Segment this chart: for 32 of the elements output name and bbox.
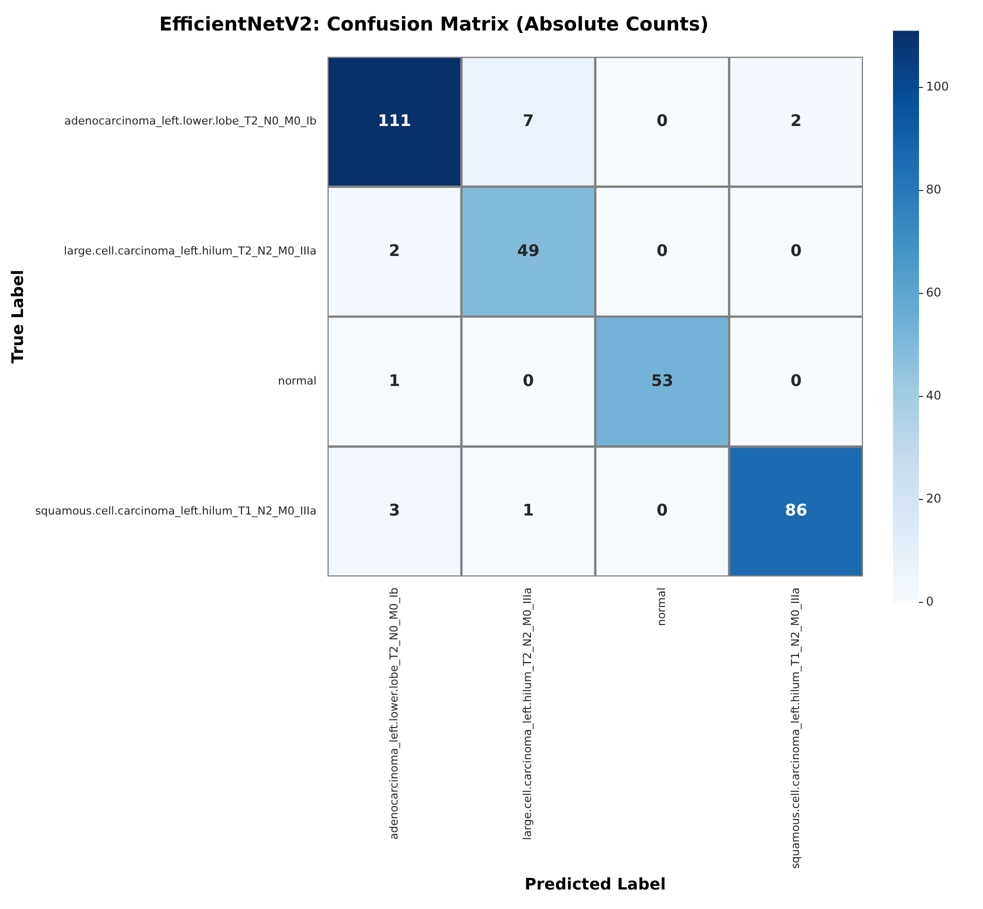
color-bar-label: 100	[926, 80, 949, 94]
data-label: 0	[790, 240, 802, 260]
data-label: 53	[651, 370, 674, 390]
data-label: 86	[784, 500, 808, 520]
chart-title: EfficientNetV2: Confusion Matrix (Absolute Counts)	[159, 13, 709, 36]
data-label: 2	[388, 240, 400, 260]
y-tick-label: adenocarcinoma_left.lower.lobe_T2_N0_M0_Ib	[64, 114, 317, 128]
color-bar-label: 80	[926, 182, 942, 197]
data-label: 111	[378, 110, 412, 130]
color-bar-label: 20	[926, 492, 942, 506]
color-bar-label: 60	[926, 286, 942, 300]
color-bar-label: 0	[926, 594, 934, 609]
data-label: 0	[656, 500, 668, 520]
data-label: 3	[388, 500, 400, 520]
color-bar-label: 40	[926, 388, 942, 403]
data-label: 1	[522, 500, 534, 520]
y-axis-title: True Label	[8, 270, 27, 364]
data-label: 1	[388, 370, 400, 390]
x-axis-title: Predicted Label	[524, 874, 666, 894]
y-tick-label: squamous.cell.carcinoma_left.hilum_T1_N2_M0_IIIa	[35, 504, 317, 518]
data-label: 0	[656, 240, 668, 260]
x-tick-label: large.cell.carcinoma_left.hilum_T2_N2_M0_IIIa	[521, 587, 534, 840]
data-label: 0	[656, 110, 668, 130]
y-tick-label: large.cell.carcinoma_left.hilum_T2_N2_M0_IIIa	[64, 244, 317, 258]
x-tick-label: normal	[655, 587, 668, 626]
data-label: 7	[522, 110, 534, 130]
y-tick-label: normal	[278, 374, 317, 388]
data-label: 49	[517, 240, 540, 260]
data-label: 0	[522, 370, 534, 390]
x-tick-label: squamous.cell.carcinoma_left.hilum_T1_N2_M0_IIIa	[788, 587, 802, 869]
data-label: 2	[790, 110, 802, 130]
data-label: 0	[790, 370, 802, 390]
